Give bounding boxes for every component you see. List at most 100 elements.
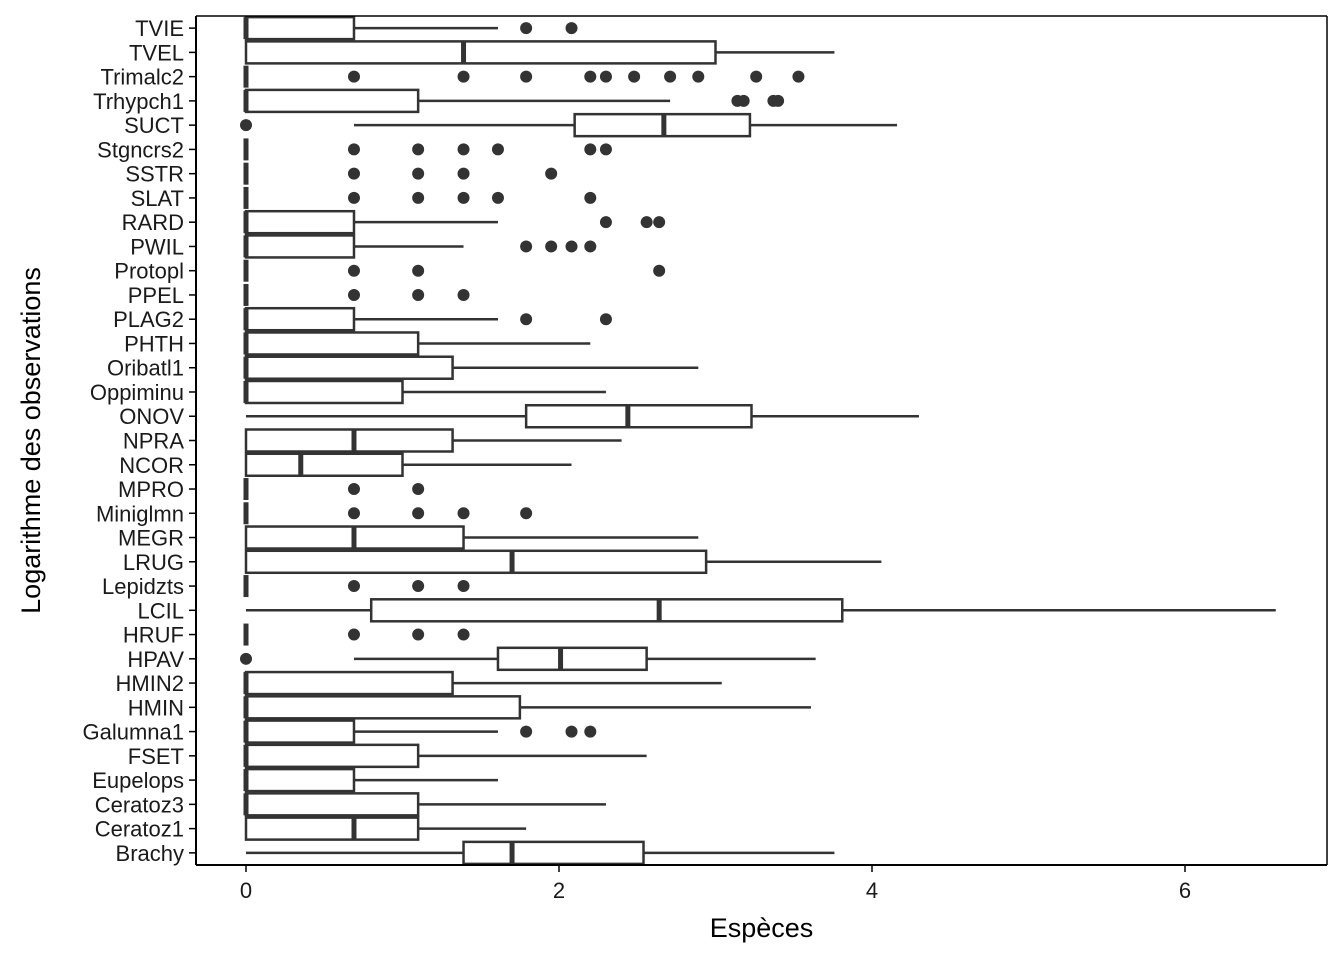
outlier-point [457, 143, 470, 156]
box-pwil [243, 234, 597, 259]
iqr-box [244, 743, 420, 769]
iqr-box [244, 15, 356, 41]
outlier-point [347, 191, 360, 204]
y-tick-label: NPRA [123, 429, 184, 454]
outlier-point [599, 70, 612, 83]
outlier-point [412, 580, 425, 593]
y-tick-label: Lepidzts [102, 574, 184, 599]
box-plag2 [243, 306, 612, 332]
outlier-point [599, 143, 612, 156]
y-tick-label: Galumna1 [82, 720, 184, 745]
y-tick-label: MPRO [118, 477, 184, 502]
iqr-box [244, 719, 356, 744]
outlier-point [772, 94, 785, 107]
x-axis: 0 2 4 6 [195, 15, 1328, 903]
outlier-point [240, 652, 252, 665]
outlier-point [491, 143, 504, 156]
outlier-point [412, 143, 425, 156]
iqr-box [244, 695, 522, 720]
outlier-point [347, 143, 360, 156]
iqr-box [244, 88, 420, 114]
iqr-box [244, 670, 454, 696]
iqr-box [244, 816, 420, 841]
y-axis-title: Logarithme des observations [16, 267, 46, 614]
iqr-box [244, 209, 356, 235]
box-phth [243, 331, 591, 356]
x-tick-label: 0 [240, 878, 252, 903]
outlier-point [412, 167, 425, 180]
y-tick-label: SSTR [125, 162, 184, 187]
outlier-point [545, 167, 558, 180]
box-megr [244, 525, 699, 550]
outlier-point [737, 94, 750, 107]
box-hpav [240, 646, 816, 672]
box-lepidzts [243, 575, 470, 598]
outlier-point [750, 70, 763, 83]
box-hmin2 [243, 670, 722, 696]
box-hmin [243, 695, 811, 720]
y-tick-label: PPEL [128, 283, 184, 308]
iqr-box [496, 646, 648, 672]
y-tick-label: HPAV [127, 647, 184, 672]
outlier-point [457, 191, 470, 204]
y-tick-label: Brachy [116, 841, 184, 866]
outlier-point [584, 143, 597, 156]
outlier-point [412, 288, 425, 301]
box-trimalc2 [243, 65, 805, 88]
outlier-point [457, 580, 470, 593]
box-ncor [244, 452, 572, 478]
y-tick-label: Ceratoz1 [95, 817, 184, 842]
y-tick-label: HRUF [123, 623, 184, 648]
box-lrug [244, 549, 882, 575]
outlier-point [653, 216, 666, 229]
outlier-point [520, 70, 533, 83]
outlier-point [491, 191, 504, 204]
outlier-point [565, 22, 578, 35]
plot-marks [240, 15, 1276, 866]
outlier-point [565, 725, 578, 738]
y-tick-label: PHTH [124, 331, 184, 356]
y-tick-label: Trhypch1 [93, 89, 184, 114]
box-lcil [246, 598, 1276, 623]
iqr-box [244, 40, 717, 65]
outlier-point [599, 313, 612, 326]
x-tick-label: 6 [1179, 878, 1191, 903]
y-tick-label: TVEL [129, 40, 184, 65]
iqr-box [244, 452, 404, 478]
y-tick-label: Oppiminu [90, 380, 184, 405]
outlier-point [584, 240, 597, 253]
outlier-point [457, 288, 470, 301]
y-tick-label: PLAG2 [113, 307, 184, 332]
y-tick-label: PWIL [130, 234, 184, 259]
outlier-point [347, 628, 360, 641]
y-tick-label: TVIE [135, 16, 184, 41]
outlier-point [664, 70, 677, 83]
outlier-point [457, 628, 470, 641]
box-onov [246, 403, 919, 429]
y-tick-label: SLAT [131, 186, 184, 211]
outlier-point [545, 240, 558, 253]
outlier-point [520, 313, 533, 326]
iqr-box [244, 234, 356, 259]
box-sstr [243, 162, 558, 185]
outlier-point [565, 240, 578, 253]
iqr-box [524, 403, 753, 429]
outlier-point [347, 70, 360, 83]
box-galumna1 [243, 719, 597, 744]
outlier-point [692, 70, 705, 83]
box-oppiminu [243, 379, 606, 405]
outlier-point [412, 483, 425, 496]
y-tick-label: Stgncrs2 [97, 137, 184, 162]
box-oribatl1 [243, 355, 699, 380]
outlier-point [347, 483, 360, 496]
outlier-point [347, 264, 360, 277]
outlier-point [347, 288, 360, 301]
y-tick-label: Trimalc2 [100, 65, 184, 90]
y-tick-label: HMIN2 [116, 671, 184, 696]
box-ceratoz3 [243, 792, 606, 817]
x-axis-title: Espèces [710, 913, 814, 943]
x-tick-label: 4 [866, 878, 878, 903]
outlier-point [347, 167, 360, 180]
iqr-box [244, 549, 708, 575]
outlier-point [412, 507, 425, 520]
